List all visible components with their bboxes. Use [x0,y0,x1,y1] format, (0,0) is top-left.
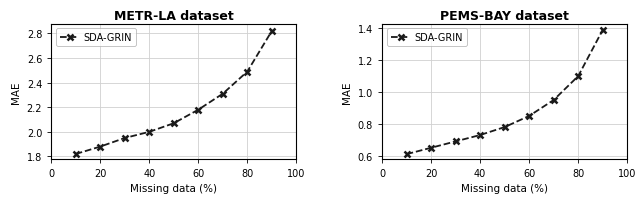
SDA-GRIN [574,75,582,78]
Title: METR-LA dataset: METR-LA dataset [114,10,234,23]
Y-axis label: MAE: MAE [11,81,21,103]
SDA-GRIN [476,134,484,137]
SDA-GRIN [195,109,202,111]
SDA-GRIN [121,137,129,140]
SDA-GRIN [599,30,607,32]
SDA-GRIN [97,146,104,148]
Legend: SDA-GRIN: SDA-GRIN [56,29,136,47]
Line: SDA-GRIN: SDA-GRIN [403,27,606,158]
SDA-GRIN [452,141,460,143]
SDA-GRIN [170,122,177,125]
SDA-GRIN [243,71,251,73]
SDA-GRIN [525,115,533,118]
Legend: SDA-GRIN: SDA-GRIN [387,29,467,47]
SDA-GRIN [219,93,227,95]
Y-axis label: MAE: MAE [342,81,352,103]
Title: PEMS-BAY dataset: PEMS-BAY dataset [440,10,569,23]
SDA-GRIN [550,99,557,102]
SDA-GRIN [428,147,435,149]
SDA-GRIN [268,31,276,33]
SDA-GRIN [145,131,153,133]
SDA-GRIN [72,153,79,155]
SDA-GRIN [501,126,509,129]
X-axis label: Missing data (%): Missing data (%) [461,184,548,194]
SDA-GRIN [403,153,410,156]
X-axis label: Missing data (%): Missing data (%) [131,184,217,194]
Line: SDA-GRIN: SDA-GRIN [72,28,275,158]
